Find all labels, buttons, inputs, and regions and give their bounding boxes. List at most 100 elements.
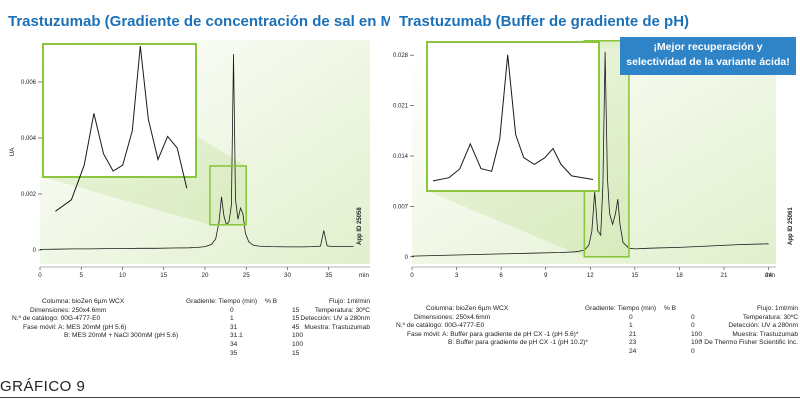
chart-salt-gradient: Trastuzumab (Gradiente de concentración … xyxy=(8,13,390,279)
gradient-percent-b: 0 xyxy=(691,313,695,321)
callout-banner: ¡Mejor recuperación y selectividad de la… xyxy=(620,37,796,75)
gradient-row: 34 100 xyxy=(186,340,303,350)
y-tick-label: 0 xyxy=(405,255,409,261)
x-tick-label: 30 xyxy=(284,272,291,279)
gradient-row: 1 15 xyxy=(186,315,299,324)
x-tick-label: 12 xyxy=(587,272,594,279)
x-tick-label: 18 xyxy=(676,272,683,279)
gradient-table-right: Gradiente: Tiempo (min) % B 0 0 1 0 21 100 23 1… xyxy=(585,305,702,357)
info-phase-b: B: MES 20mM + NaCl 300mM (pH 5.6) xyxy=(64,332,179,340)
b-header: % B xyxy=(264,298,278,305)
gradient-percent-b: 15 xyxy=(292,315,300,323)
x-tick-label: 3 xyxy=(455,272,459,279)
info-detection: Detección: UV a 280nm xyxy=(300,315,370,323)
time-header: Tiempo (min) xyxy=(617,305,657,312)
info-phase-a: Fase móvil: A: MES 20mM (pH 5.6) xyxy=(23,323,127,331)
info-flow: Flujo: 1ml/min xyxy=(756,305,798,312)
gradient-time: 23 xyxy=(629,339,637,347)
gradient-percent-b: 100 xyxy=(691,339,703,347)
figure-rule xyxy=(0,397,800,398)
x-tick-label: 15 xyxy=(160,272,167,279)
conditions-left: Columna: bioZen 6µm WCX Dimensiones: 250… xyxy=(0,298,179,341)
x-tick-label: 15 xyxy=(631,272,638,279)
gradient-time: 1 xyxy=(629,322,633,330)
x-tick-label: 10 xyxy=(119,272,126,279)
gradient-label: Gradiente: xyxy=(585,305,616,312)
info-sample: Muestra: Trastuzumab xyxy=(304,323,370,331)
info-temperature: Temperatura: 30ºC xyxy=(314,306,370,314)
x-tick-label: 0 xyxy=(410,272,414,279)
inset-trace xyxy=(432,54,594,182)
y-tick-label: 0.002 xyxy=(21,192,37,198)
x-tick-label: 25 xyxy=(243,272,250,279)
info-dimensions: Dimensiones: 250x4.6mm xyxy=(414,313,491,321)
gradient-time: 24 xyxy=(629,347,637,355)
app-id: App ID 25061 xyxy=(788,207,794,245)
x-tick-label: 21 xyxy=(721,272,728,279)
gradient-row: 31.1 100 xyxy=(186,332,303,341)
gradient-percent-b: 100 xyxy=(691,330,703,338)
y-tick-label: 0.021 xyxy=(393,104,409,110)
x-tick-label: 6 xyxy=(499,272,503,279)
y-tick-label: 0.014 xyxy=(393,154,409,160)
info-column: Columna: bioZen 6µm WCX xyxy=(42,298,125,305)
y-tick-label: 0.028 xyxy=(393,53,409,59)
x-axis-label: min xyxy=(359,272,370,279)
y-tick-label: 0.004 xyxy=(21,136,37,142)
gradient-row: 24 0 xyxy=(585,347,695,357)
info-flow: Flujo: 1ml/min xyxy=(328,298,370,305)
gradient-percent-b: 45 xyxy=(292,323,300,331)
info-footnote: * De Thermo Fisher Scientific Inc. xyxy=(699,339,798,347)
gradient-time: 0 xyxy=(230,306,234,314)
gradient-row: 23 100 xyxy=(585,339,702,348)
gradient-time: 1 xyxy=(230,315,234,323)
conditions-right-2: Flujo: 1ml/min Temperatura: 30ºC Detecci… xyxy=(680,305,798,348)
gradient-time: 31.1 xyxy=(230,332,243,340)
callout-line-2: selectividad de la variante ácida! xyxy=(626,56,790,68)
gradient-percent-b: 100 xyxy=(292,340,304,348)
gradient-row: 0 15 xyxy=(186,306,299,316)
gradient-time: 35 xyxy=(230,349,238,357)
info-column: Columna: bioZen 6µm WCX xyxy=(426,305,509,312)
info-dimensions: Dimensiones: 250x4.6mm xyxy=(30,306,107,314)
inset-frame xyxy=(42,43,197,178)
x-axis-label: min xyxy=(765,272,776,279)
conditions-left-2: Flujo: 1ml/min Temperatura: 30ºC Detecci… xyxy=(270,298,370,332)
info-sample: Muestra: Trastuzumab xyxy=(732,330,798,338)
x-tick-label: 24 xyxy=(765,272,772,279)
x-tick-label: 35 xyxy=(325,272,332,279)
gradient-percent-b: 15 xyxy=(292,306,300,314)
chart-title: Trastuzumab (Gradiente de concentración … xyxy=(8,13,390,30)
info-phase-a: Fase móvil: A: Buffer para gradiente de … xyxy=(407,330,579,338)
chart-ph-gradient: Trastuzumab (Buffer de gradiente de pH) … xyxy=(393,13,794,279)
gradient-label: Gradiente: xyxy=(186,298,217,305)
chromatogram-trace xyxy=(39,53,354,250)
figure-label: GRÁFICO 9 xyxy=(0,378,86,395)
y-tick-label: 0.006 xyxy=(21,80,37,86)
time-header: Tiempo (min) xyxy=(218,298,258,305)
gradient-row: 21 100 xyxy=(585,330,702,340)
y-tick-label: 0.007 xyxy=(393,204,409,210)
gradient-row: 35 15 xyxy=(186,349,299,359)
inset-trace xyxy=(55,45,188,212)
x-tick-label: 20 xyxy=(202,272,209,279)
conditions-right: Columna: bioZen 6µm WCX Dimensiones: 250… xyxy=(380,305,588,348)
x-tick-label: 9 xyxy=(544,272,548,279)
info-phase-b: B: Buffer para gradiente de pH CX -1 (pH… xyxy=(448,339,588,347)
callout-line-1: ¡Mejor recuperación y xyxy=(653,41,763,53)
zoom-box xyxy=(209,165,248,226)
x-tick-label: 5 xyxy=(80,272,84,279)
info-temperature: Temperatura: 30ºC xyxy=(742,313,798,321)
gradient-percent-b: 100 xyxy=(292,332,304,340)
app-id: App ID 25058 xyxy=(357,207,363,245)
x-tick-label: 0 xyxy=(38,272,42,279)
info-catalog: N.º de catálogo: 00G-4777-E0 xyxy=(396,322,485,330)
gradient-time: 31 xyxy=(230,323,238,331)
chromatogram-trace xyxy=(411,51,769,257)
gradient-time: 21 xyxy=(629,330,637,338)
gradient-percent-b: 0 xyxy=(691,322,695,330)
gradient-time: 34 xyxy=(230,340,238,348)
